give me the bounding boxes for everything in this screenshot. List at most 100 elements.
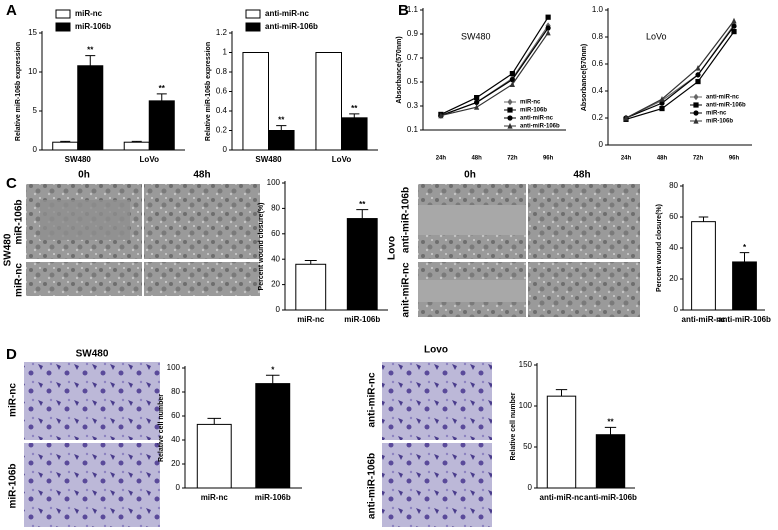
micrograph bbox=[24, 443, 160, 527]
point bbox=[693, 110, 699, 116]
y-tick-label: 80 bbox=[271, 204, 280, 213]
y-tick-label: 0.6 bbox=[216, 87, 228, 96]
error-bar bbox=[739, 252, 750, 262]
y-tick-label: 0.4 bbox=[216, 106, 228, 115]
point bbox=[731, 23, 737, 29]
time-label: 48h bbox=[573, 170, 590, 181]
x-tick-label: 24h bbox=[621, 156, 632, 162]
y-tick-label: 0.2 bbox=[592, 113, 604, 122]
row-label: miR-nc bbox=[14, 263, 25, 297]
bar bbox=[52, 141, 79, 151]
y-tick-label: 0 bbox=[223, 145, 228, 154]
significance: ** bbox=[159, 84, 166, 93]
point bbox=[695, 64, 701, 71]
micrograph bbox=[382, 362, 492, 440]
micrograph bbox=[528, 184, 640, 259]
y-tick-label: 60 bbox=[669, 212, 678, 221]
legend-label: anti-miR-nc bbox=[265, 9, 310, 18]
line bbox=[625, 20, 735, 119]
y-tick-label: 0 bbox=[674, 305, 679, 314]
point bbox=[545, 29, 551, 36]
point bbox=[474, 95, 480, 101]
x-tick-label: 96h bbox=[729, 156, 740, 162]
point bbox=[623, 114, 629, 121]
error-bar bbox=[304, 259, 317, 265]
y-axis-label: Percent wound closure(%) bbox=[258, 203, 265, 291]
x-tick-label: 48h bbox=[471, 156, 482, 162]
x-tick-label: miR-nc bbox=[201, 493, 229, 502]
legend-label: miR-nc bbox=[520, 100, 541, 106]
wound-gap bbox=[40, 200, 130, 240]
line bbox=[440, 27, 549, 117]
point bbox=[695, 72, 701, 78]
point bbox=[509, 81, 515, 87]
error-bar bbox=[276, 125, 287, 131]
y-tick-label: 60 bbox=[171, 411, 180, 420]
error-bar bbox=[207, 417, 222, 425]
error-bar bbox=[85, 55, 96, 66]
y-axis-label: Relative miR-106b expression bbox=[205, 42, 212, 141]
row-label: anit-miR-nc bbox=[401, 262, 412, 317]
legend-swatch bbox=[55, 9, 71, 19]
point bbox=[659, 105, 665, 112]
y-tick-label: 0.1 bbox=[407, 125, 419, 134]
bar bbox=[315, 52, 343, 151]
legend-swatch bbox=[245, 9, 261, 19]
x-tick-label: 48h bbox=[657, 156, 668, 162]
significance: * bbox=[743, 243, 747, 252]
cell-line-label: SW480 bbox=[3, 233, 14, 266]
bar bbox=[242, 52, 269, 151]
y-tick-label: 1.0 bbox=[592, 5, 604, 14]
line bbox=[625, 25, 735, 119]
y-tick-label: 40 bbox=[669, 243, 678, 252]
bar bbox=[255, 383, 291, 489]
legend-label: anti-miR-nc bbox=[520, 116, 554, 122]
wound-gap bbox=[418, 280, 526, 302]
micrograph bbox=[144, 262, 260, 296]
significance: ** bbox=[359, 200, 366, 209]
line bbox=[625, 31, 735, 120]
cell-line-label: SW480 bbox=[76, 349, 109, 360]
row-label: anti-miR-nc bbox=[367, 372, 378, 427]
micrograph bbox=[144, 184, 260, 259]
error-bar bbox=[131, 140, 142, 143]
time-label: 0h bbox=[464, 170, 476, 181]
bar bbox=[123, 141, 150, 151]
point bbox=[507, 107, 513, 113]
legend-swatch bbox=[245, 22, 261, 32]
legend-label: miR-nc bbox=[706, 111, 727, 117]
y-tick-label: 20 bbox=[669, 274, 678, 283]
row-label: miR-nc bbox=[8, 383, 19, 417]
x-tick-label: miR-106b bbox=[344, 315, 380, 324]
point bbox=[545, 25, 551, 31]
y-tick-label: 5 bbox=[33, 106, 38, 115]
y-tick-label: 80 bbox=[171, 387, 180, 396]
bar bbox=[341, 117, 368, 151]
y-tick-label: 40 bbox=[271, 254, 280, 263]
point bbox=[693, 102, 699, 108]
y-tick-label: 0.9 bbox=[407, 29, 419, 38]
y-axis-label: Percent wound closure(%) bbox=[656, 204, 663, 292]
row-label: anti-miR-106b bbox=[367, 453, 378, 519]
x-tick-label: 72h bbox=[507, 156, 518, 162]
y-tick-label: 10 bbox=[28, 67, 37, 76]
x-tick-label: 72h bbox=[693, 156, 704, 162]
y-tick-label: 0 bbox=[33, 145, 38, 154]
line bbox=[440, 16, 549, 115]
micrograph bbox=[24, 362, 160, 440]
bar bbox=[148, 100, 175, 151]
micrograph bbox=[26, 262, 142, 296]
y-tick-label: 0.8 bbox=[216, 67, 228, 76]
point bbox=[438, 112, 444, 119]
y-tick-label: 0 bbox=[176, 483, 181, 492]
x-tick-label: 96h bbox=[543, 156, 554, 162]
error-bar bbox=[604, 426, 617, 435]
x-tick-label: anti-miR-nc bbox=[682, 315, 727, 324]
y-tick-label: 1.2 bbox=[216, 28, 228, 37]
significance: ** bbox=[87, 46, 94, 55]
legend-label: miR-106b bbox=[75, 22, 111, 31]
point bbox=[474, 99, 480, 105]
y-axis-label: Relative miR-106b expression bbox=[15, 42, 22, 141]
x-tick-label: miR-106b bbox=[255, 493, 291, 502]
point bbox=[509, 77, 515, 83]
